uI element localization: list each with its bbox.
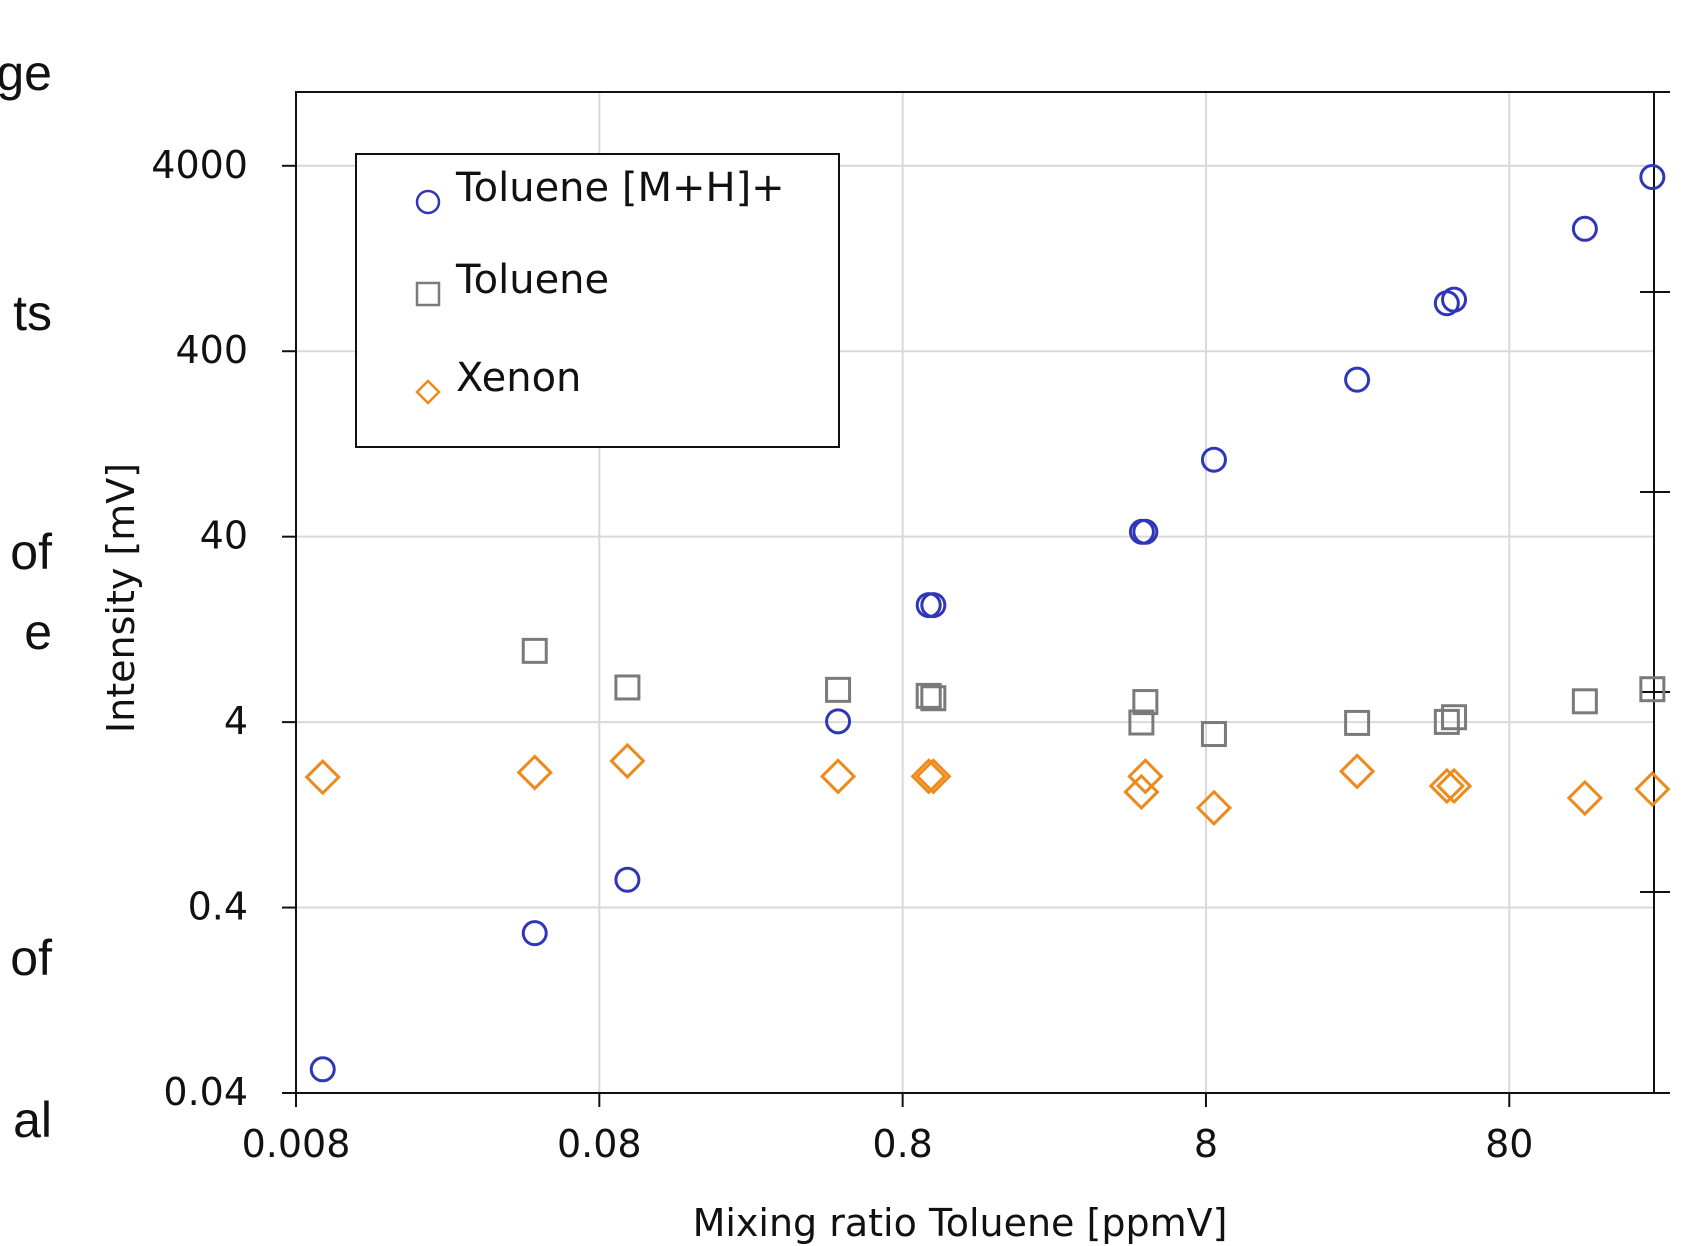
circle-point	[1571, 215, 1598, 242]
legend-marker	[415, 379, 441, 405]
left-cut-text-fragment: al	[13, 1092, 52, 1148]
legend-label: Toluene	[455, 257, 609, 303]
circle-point	[1132, 518, 1159, 545]
circle-point	[1639, 164, 1666, 191]
diamond-point	[1566, 779, 1603, 817]
square-point	[1128, 709, 1155, 736]
y-tick-label: 4	[224, 699, 248, 743]
right-cut-text-fragment: (	[1704, 868, 1707, 918]
diamond-point	[304, 759, 341, 796]
y-axis-label: Intensity [mV]	[99, 463, 143, 733]
x-tick-label: 0.008	[242, 1122, 351, 1166]
series-xenon	[304, 742, 1671, 826]
diamond-point	[910, 758, 947, 795]
diamond-point	[819, 758, 857, 795]
circle-point	[521, 920, 548, 947]
x-tick-label: 8	[1194, 1122, 1218, 1166]
y-tick-label: 400	[175, 328, 248, 372]
square-point	[1433, 708, 1460, 735]
x-tick-label: 80	[1485, 1122, 1533, 1166]
y-axis-ticks: 0.04 0.4 4 40 400 4000	[151, 143, 296, 1114]
data-points	[304, 164, 1671, 1083]
right-axis	[1640, 91, 1670, 1094]
diamond-point	[1338, 753, 1376, 790]
left-cut-text-fragment: of	[10, 524, 52, 580]
grid-lines	[296, 92, 1654, 1093]
circle-point	[1200, 446, 1227, 473]
left-cut-text-fragment: ge	[0, 45, 52, 101]
diamond-point	[915, 758, 952, 795]
diamond-point	[1428, 767, 1465, 805]
left-cut-text-fragment: ts	[13, 285, 52, 341]
legend-label: Toluene [M+H]+	[455, 165, 785, 211]
legend: Toluene [M+H]+ Toluene Xenon	[355, 153, 840, 448]
square-point	[1132, 689, 1159, 716]
y-tick-label: 40	[200, 514, 248, 558]
diamond-point	[1123, 773, 1160, 811]
right-cut-text-fragment: (	[1704, 268, 1707, 318]
diamond-point	[1634, 771, 1671, 808]
legend-box	[355, 153, 840, 448]
left-cut-text-fragment: of	[10, 930, 52, 986]
right-cut-text-fragment: (	[1704, 468, 1707, 518]
diamond-point	[1435, 767, 1473, 805]
left-cut-text-fragment: e	[24, 604, 52, 660]
square-point	[1571, 688, 1598, 715]
circle-point	[920, 592, 947, 619]
x-tick-label: 0.08	[557, 1122, 642, 1166]
right-cut-text-fragment: (	[1704, 1068, 1707, 1118]
diamond-point	[516, 754, 553, 791]
circle-point	[614, 866, 641, 893]
square-point	[1441, 704, 1468, 731]
circle-point	[1441, 286, 1468, 313]
square-point	[614, 674, 641, 701]
legend-marker	[415, 189, 441, 215]
diamond-point	[609, 742, 646, 780]
square-point	[825, 676, 852, 703]
square-point	[1639, 676, 1666, 703]
square-point	[920, 685, 947, 712]
right-cut-text-fragment: (	[1704, 668, 1707, 718]
circle-point	[309, 1056, 336, 1083]
circle-point	[1344, 366, 1371, 393]
y-tick-label: 0.4	[188, 885, 248, 929]
series-toluene	[521, 637, 1666, 748]
legend-label: Xenon	[456, 355, 581, 401]
legend-marker	[415, 281, 441, 307]
x-axis-label: Mixing ratio Toluene [ppmV]	[693, 1201, 1228, 1245]
series-toluene-m-h	[309, 164, 1666, 1083]
x-axis-ticks: 0.008 0.08 0.8 8 80	[242, 1093, 1533, 1166]
square-point	[915, 682, 942, 709]
square-point	[1344, 709, 1371, 736]
square-point	[1200, 721, 1227, 748]
square-point	[521, 637, 548, 664]
diamond-point	[1195, 789, 1233, 826]
diamond-point	[1127, 758, 1164, 795]
y-tick-label: 0.04	[163, 1070, 248, 1114]
x-tick-label: 0.8	[872, 1122, 932, 1166]
circle-point	[825, 708, 852, 735]
y-tick-label: 4000	[151, 143, 248, 187]
